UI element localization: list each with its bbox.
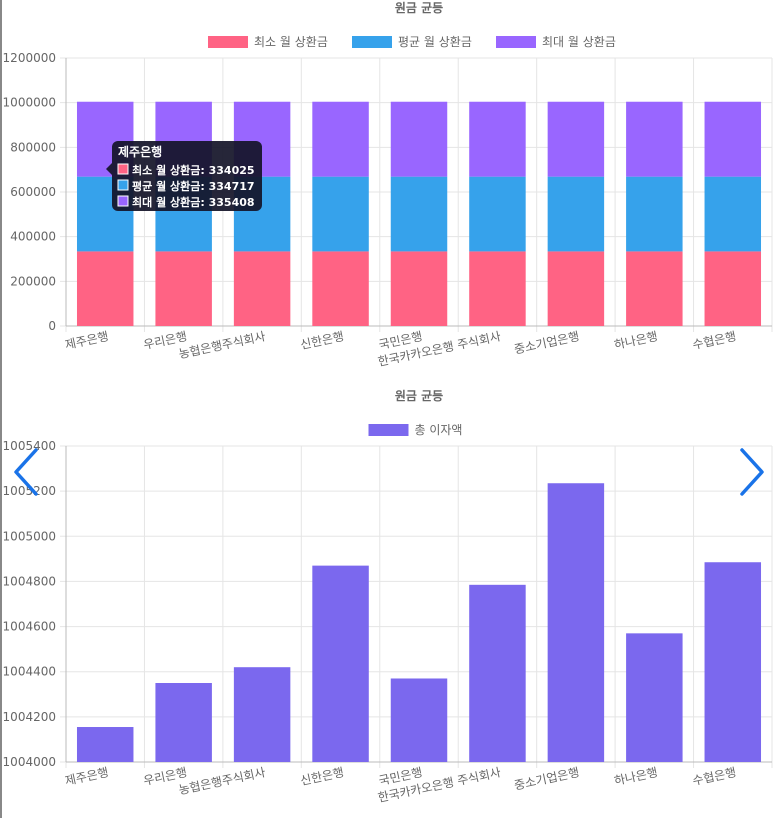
tooltip-caret [106, 163, 112, 175]
next-slide-button[interactable] [736, 444, 770, 500]
tooltip-swatch [117, 195, 129, 207]
bar-3 [312, 101, 369, 177]
x-tick-label: 하나은행 [613, 328, 659, 352]
y-tick-label: 1004000 [3, 755, 56, 769]
y-tick-label: 1200000 [3, 51, 56, 65]
tooltip-swatch [117, 163, 129, 175]
x-tick-label: 하나은행 [613, 764, 659, 788]
y-tick-label: 1004800 [3, 574, 56, 588]
bar-1 [469, 251, 526, 326]
tooltip-swatch [117, 179, 129, 191]
y-tick-label: 1005000 [3, 529, 56, 543]
tooltip-line: 최소 월 상환금: 334025 [132, 163, 255, 177]
y-tick-label: 600000 [10, 185, 56, 199]
x-tick-label: 농협은행주식회사 [177, 328, 267, 361]
left-edge-line-top [0, 0, 2, 325]
left-edge-line-bottom [0, 325, 2, 818]
total-interest-bar-chart: 원금 균등총 이자액 1004000 1004200 1004400 1004600 10… [3, 389, 773, 805]
chart-title: 원금 균등 [395, 1, 443, 15]
x-tick-label: 제주은행 [64, 764, 110, 788]
y-tick-label: 200000 [10, 274, 56, 288]
bar-1 [233, 251, 291, 326]
bar-1 [390, 678, 448, 762]
bar-1 [704, 251, 762, 326]
bar-1 [469, 584, 526, 762]
legend-swatch [352, 36, 392, 48]
chart-title: 원금 균등 [395, 389, 443, 403]
bar-1 [547, 483, 605, 762]
legend-swatch [208, 36, 248, 48]
x-tick-label: 수협은행 [691, 764, 737, 788]
bar-1 [155, 683, 212, 762]
legend-item: 평균 월 상환금 [352, 35, 472, 49]
bar-1 [390, 251, 448, 326]
x-tick-label: 중소기업은행 [513, 764, 581, 792]
x-tick-label: 농협은행주식회사 [177, 764, 267, 797]
x-tick-label: 신한은행 [299, 764, 345, 788]
bar-2 [390, 176, 448, 252]
bar-2 [547, 176, 605, 252]
bar-2 [312, 176, 369, 252]
bar-1 [155, 251, 212, 326]
tooltip-title: 제주은행 [118, 144, 162, 159]
x-tick-label: 신한은행 [299, 328, 345, 352]
bar-1 [312, 251, 369, 326]
bar-3 [390, 101, 448, 177]
y-tick-label: 0 [48, 319, 56, 333]
bar-3 [626, 101, 683, 177]
x-tick-label: 제주은행 [64, 328, 110, 352]
legend-item: 최소 월 상환금 [208, 35, 328, 49]
y-tick-label: 1004400 [3, 665, 56, 679]
bar-2 [469, 176, 526, 252]
chevron-right-icon [740, 448, 764, 496]
bar-1 [547, 251, 605, 326]
bar-1 [626, 633, 683, 762]
bar-3 [547, 101, 605, 177]
bar-1 [312, 565, 369, 762]
tooltip-box [112, 141, 262, 211]
y-tick-label: 1005400 [3, 439, 56, 453]
bar-1 [704, 562, 762, 762]
legend-label: 총 이자액 [415, 423, 463, 437]
chevron-left-icon [14, 448, 38, 496]
x-tick-label: 중소기업은행 [513, 328, 581, 356]
bar-1 [626, 251, 683, 326]
bar-3 [704, 101, 762, 177]
bar-1 [233, 667, 291, 762]
bar-3 [469, 101, 526, 177]
y-tick-label: 1004600 [3, 620, 56, 634]
y-tick-label: 1005200 [3, 484, 56, 498]
y-tick-label: 1000000 [3, 96, 56, 110]
x-tick-label: 수협은행 [691, 328, 737, 352]
bar-2 [704, 176, 762, 252]
bar-2 [626, 176, 683, 252]
y-tick-label: 800000 [10, 140, 56, 154]
bar-1 [76, 251, 134, 326]
legend-label: 평균 월 상환금 [398, 35, 472, 49]
bar-1 [76, 727, 134, 762]
tooltip-line: 평균 월 상환금: 334717 [132, 179, 255, 193]
legend-item: 총 이자액 [368, 423, 463, 437]
legend-label: 최소 월 상환금 [254, 35, 328, 49]
legend-swatch [496, 36, 536, 48]
y-tick-label: 1004200 [3, 710, 56, 724]
legend-label: 최대 월 상환금 [542, 35, 616, 49]
legend-swatch [368, 424, 409, 436]
legend-item: 최대 월 상환금 [496, 35, 616, 49]
tooltip-line: 최대 월 상환금: 335408 [132, 195, 255, 209]
y-tick-label: 400000 [10, 230, 56, 244]
prev-slide-button[interactable] [8, 444, 42, 500]
